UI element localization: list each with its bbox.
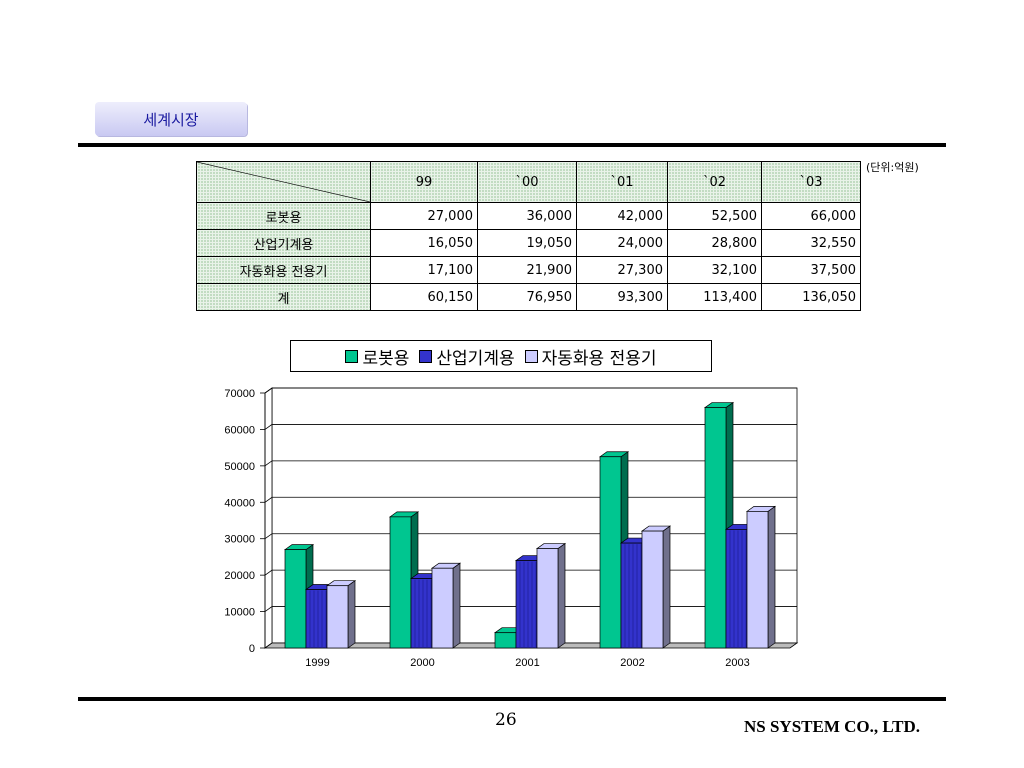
bar [494,632,517,649]
table-corner-cell [196,161,371,203]
table-row-label: 계 [196,283,371,311]
gridline [264,424,797,430]
table-col-header: `00 [477,161,577,203]
y-tick-label: 40000 [224,497,255,509]
y-tick-label: 50000 [224,461,255,473]
bar [704,407,727,649]
legend-swatch [345,349,359,363]
table-cell: 17,100 [370,256,478,284]
bar [389,516,412,649]
legend-label: 자동화용 전용기 [541,348,657,369]
legend-swatch [419,349,433,363]
bar-side [557,542,566,649]
table-row: 계 60,150 76,950 93,300 113,400 136,050 [196,283,861,311]
x-tick-label: 2000 [410,657,434,669]
chart-legend: 로봇용 산업기계용 자동화용 전용기 [290,340,712,372]
bar [326,585,349,649]
page-number: 26 [495,710,517,730]
table-cell: 27,000 [370,202,478,230]
x-tick-label: 2003 [725,657,749,669]
table-cell: 21,900 [477,256,577,284]
legend-swatch [524,349,538,363]
bar-side [347,580,356,649]
y-tick-label: 70000 [224,388,255,400]
bar [746,511,769,649]
y-tick-label: 0 [249,643,255,655]
table-row: 로봇용 27,000 36,000 42,000 52,500 66,000 [196,202,861,230]
slide-title: 세계시장 [95,102,247,136]
bar-side [767,505,776,649]
table-cell: 113,400 [667,283,762,311]
legend-item: 산업기계용 [419,344,515,369]
bar [284,549,307,649]
bar [305,589,328,649]
table-cell: 93,300 [576,283,668,311]
bar [599,456,622,649]
bar [641,530,664,649]
table-cell: 32,550 [761,229,861,257]
x-tick-label: 1999 [305,657,329,669]
market-table: 99 `00 `01 `02 `03 로봇용 27,000 36,000 42,… [196,161,861,311]
table-col-header: `03 [761,161,861,203]
y-tick-label: 10000 [224,607,255,619]
table-row: 자동화용 전용기 17,100 21,900 27,300 32,100 37,… [196,256,861,284]
table-col-header: `02 [667,161,762,203]
legend-label: 로봇용 [362,348,410,369]
x-tick-label: 2001 [515,657,539,669]
bottom-divider [78,697,946,701]
bar [536,548,559,649]
legend-item: 자동화용 전용기 [524,344,657,369]
bar [515,560,538,649]
table-cell: 66,000 [761,202,861,230]
table-row-label: 로봇용 [196,202,371,230]
gridline [264,387,797,394]
y-tick-label: 20000 [224,570,255,582]
table-row-label: 산업기계용 [196,229,371,257]
bar [620,542,643,649]
table-cell: 60,150 [370,283,478,311]
top-divider [78,143,946,147]
y-tick-label: 60000 [224,424,255,436]
bar [410,578,433,649]
table-cell: 76,950 [477,283,577,311]
table-cell: 36,000 [477,202,577,230]
table-cell: 32,100 [667,256,762,284]
bar [725,529,748,649]
bar-side [452,562,461,649]
unit-label: (단위:억원) [866,161,919,174]
legend-item: 로봇용 [345,344,409,369]
x-tick-label: 2002 [620,657,644,669]
bar-side [662,525,671,649]
company-name: NS SYSTEM CO., LTD. [744,717,921,736]
table-col-header: `01 [576,161,668,203]
legend-label: 산업기계용 [436,348,515,369]
table-cell: 24,000 [576,229,668,257]
table-cell: 28,800 [667,229,762,257]
table-cell: 136,050 [761,283,861,311]
bar [431,567,454,649]
y-tick-label: 30000 [224,534,255,546]
table-row: 산업기계용 16,050 19,050 24,000 28,800 32,550 [196,229,861,257]
table-row-label: 자동화용 전용기 [196,256,371,284]
